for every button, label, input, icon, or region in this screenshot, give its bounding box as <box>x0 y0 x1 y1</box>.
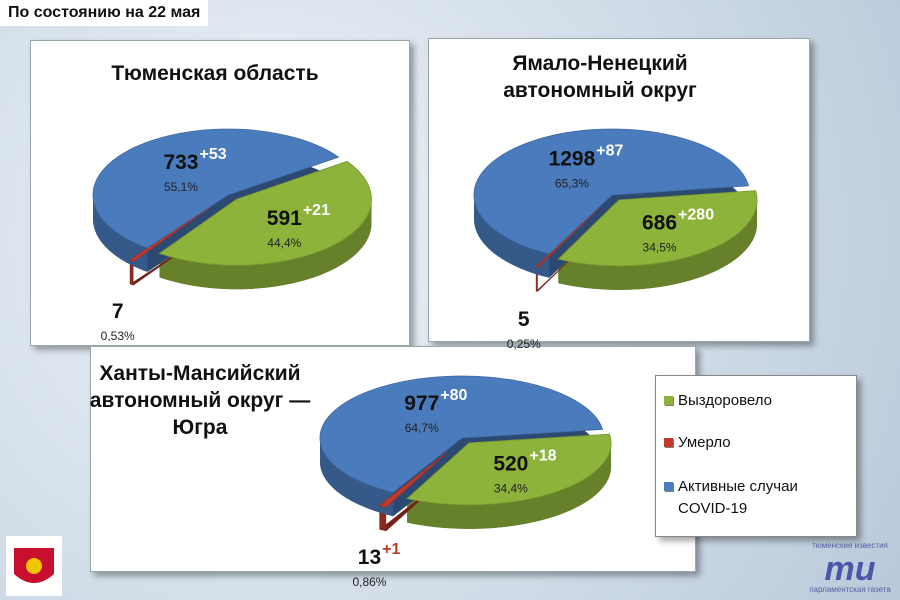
legend-label: Выздоровело <box>678 392 773 409</box>
slice <box>92 128 340 249</box>
slice-side <box>474 195 550 278</box>
chart-title: автономный округ — <box>90 389 310 412</box>
slice-side <box>558 199 758 290</box>
percent-label: 0,86% <box>352 575 386 589</box>
slice <box>557 190 758 267</box>
change-label: +18 <box>529 447 556 464</box>
chart-title: Тюменская область <box>111 62 318 85</box>
chart-title: автономный округ <box>503 79 697 102</box>
chart-title: Ханты-Мансийский <box>99 362 300 385</box>
slice <box>128 206 211 262</box>
count-label: 1298 <box>549 147 596 170</box>
header: По состоянию на 22 мая <box>0 0 209 26</box>
slice-side <box>320 438 394 517</box>
chart-title: Ямало-Ненецкий <box>512 52 687 75</box>
count-label: 977 <box>404 392 439 415</box>
percent-label: 65,3% <box>555 176 589 190</box>
slice-side <box>407 442 612 529</box>
legend-label: Умерло <box>678 434 731 451</box>
slice-side <box>129 260 134 286</box>
count-label: 686 <box>642 211 677 234</box>
coat-of-arms <box>6 536 62 596</box>
slice-side <box>159 199 372 290</box>
count-label: 591 <box>267 207 302 230</box>
percent-label: 0,53% <box>101 329 135 343</box>
change-label: +80 <box>440 387 467 404</box>
percent-label: 34,4% <box>494 481 528 495</box>
slice <box>473 128 750 255</box>
legend-swatch <box>664 438 673 447</box>
slice <box>406 433 612 506</box>
count-label: 13 <box>358 546 381 569</box>
legend-item: Выздоровело <box>664 390 848 412</box>
watermark-top: тюменские известия <box>812 541 888 550</box>
change-label: +53 <box>200 146 227 163</box>
count-label: 7 <box>112 300 124 323</box>
watermark-mark: ти <box>825 550 876 588</box>
legend-swatch <box>664 482 673 491</box>
count-label: 5 <box>518 308 530 331</box>
slice <box>319 375 604 493</box>
change-label: +280 <box>678 206 714 223</box>
change-label: +1 <box>382 541 400 558</box>
count-label: 733 <box>163 151 198 174</box>
legend: Выздоровело Умерло Активные случаи COVID-1… <box>655 375 857 537</box>
percent-label: 0,25% <box>507 337 541 351</box>
percent-label: 44,4% <box>267 236 301 250</box>
change-label: +21 <box>303 202 330 219</box>
legend-swatch <box>664 396 673 405</box>
chart-title: Югра <box>173 416 228 439</box>
percent-label: 34,5% <box>643 240 677 254</box>
slice <box>158 160 372 266</box>
slice <box>378 450 449 508</box>
slice-side <box>93 195 148 272</box>
legend-item: Активные случаи COVID-19 <box>664 476 848 520</box>
legend-label: Активные случаи COVID-19 <box>678 478 798 517</box>
watermark-bottom: парламентская газета <box>809 585 891 594</box>
count-label: 520 <box>493 452 528 475</box>
legend-item: Умерло <box>664 432 848 454</box>
percent-label: 64,7% <box>405 421 439 435</box>
change-label: +87 <box>596 142 623 159</box>
percent-label: 55,1% <box>164 180 198 194</box>
slice <box>535 208 599 269</box>
